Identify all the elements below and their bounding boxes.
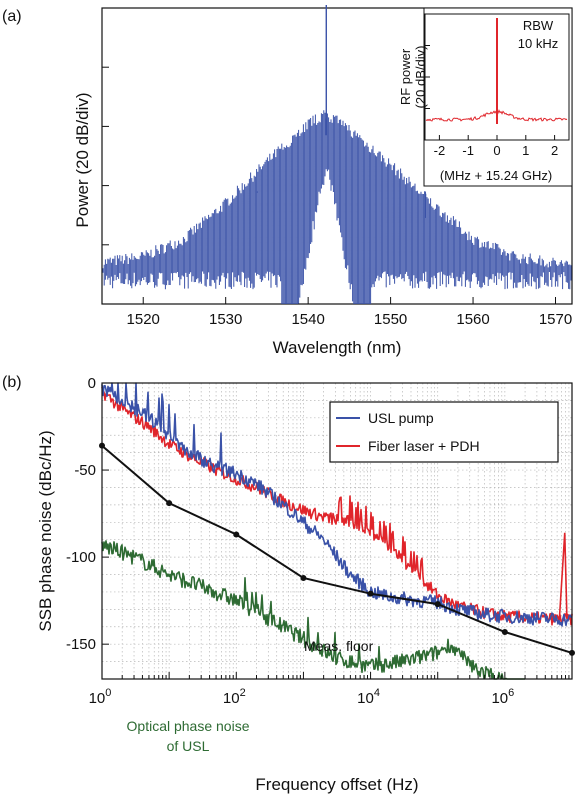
frequency-tick-label: 106 — [491, 687, 514, 707]
rbw-label: RBW — [523, 18, 554, 33]
fiber-laser-spur — [558, 532, 568, 619]
phase-noise-tick-label: 0 — [88, 375, 96, 392]
inset-tick-label: -2 — [434, 143, 446, 158]
panel-b-axes: 100 102 104 106 0 -50 -100 -150 — [66, 375, 570, 707]
spectrum-plot — [102, 5, 572, 304]
rf-spectrum-plot — [425, 18, 568, 124]
panel-b-xlabel: Frequency offset (Hz) — [255, 775, 418, 794]
frequency-tick-label: 102 — [223, 687, 246, 707]
phase-noise-tick-label: -150 — [66, 636, 96, 653]
legend — [329, 401, 559, 463]
frequency-tick-label: 100 — [89, 687, 112, 707]
wavelength-tick-label: 1520 — [127, 311, 160, 328]
inset-ylabel-1: RF power — [398, 48, 413, 105]
inset-tick-label: 2 — [551, 143, 558, 158]
inset-xlabel: (MHz + 15.24 GHz) — [440, 168, 552, 183]
annotation-optical-2: of USL — [167, 738, 210, 754]
panel-a-axes: 1520 1530 1540 1550 1560 1570 — [102, 7, 572, 328]
wavelength-tick-label: 1570 — [539, 311, 572, 328]
phase-noise-tick-label: -100 — [66, 549, 96, 566]
panel-b-frame — [101, 382, 573, 680]
panel-a-label: (a) — [2, 8, 22, 25]
inset-tick-label: 0 — [493, 143, 500, 158]
phase-noise-plot — [99, 382, 575, 680]
inset-tick-label: -1 — [462, 143, 474, 158]
measurement-floor-line — [101, 444, 573, 654]
inset-ylabel-2: (20 dB/div) — [413, 46, 428, 109]
legend-entry-fiber: Fiber laser + PDH — [368, 438, 480, 454]
optical-phase-noise-trace — [101, 540, 525, 680]
legend-entry-usl: USL pump — [368, 410, 434, 426]
annotation-meas-floor: Meas. floor — [304, 638, 374, 654]
panel-a-xlabel: Wavelength (nm) — [273, 338, 402, 357]
fiber-laser-trace — [101, 386, 573, 626]
measurement-floor-point — [300, 575, 307, 582]
measurement-floor-point — [434, 601, 441, 608]
measurement-floor-point — [233, 531, 240, 538]
measurement-floor-point — [166, 500, 173, 507]
phase-noise-tick-label: -50 — [74, 462, 96, 479]
rbw-value: 10 kHz — [518, 36, 558, 51]
wavelength-tick-label: 1550 — [374, 311, 407, 328]
spectrum-trace — [102, 110, 572, 304]
measurement-floor-point — [367, 590, 374, 597]
frequency-tick-label: 104 — [357, 687, 380, 707]
wavelength-tick-label: 1560 — [456, 311, 489, 328]
wavelength-tick-label: 1540 — [291, 311, 324, 328]
inset-tick-label: 1 — [522, 143, 529, 158]
usl-pump-trace — [101, 382, 572, 627]
panel-a-ylabel: Power (20 dB/div) — [73, 92, 92, 227]
wavelength-tick-label: 1530 — [209, 311, 242, 328]
panel-b-label: (b) — [2, 374, 22, 391]
measurement-floor-point — [501, 628, 508, 635]
inset-axes: -2 -1 0 1 2 — [425, 45, 558, 158]
annotation-optical-1: Optical phase noise — [127, 718, 250, 734]
panel-b-ylabel: SSB phase noise (dBc/Hz) — [36, 430, 55, 631]
